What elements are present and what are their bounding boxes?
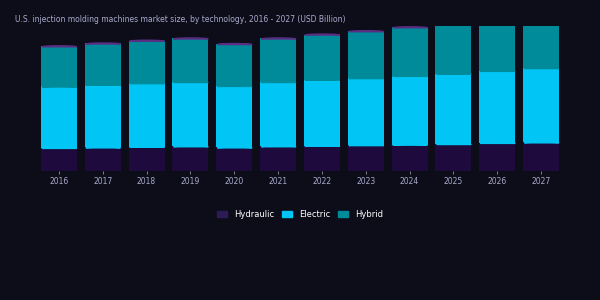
Bar <box>216 44 252 86</box>
Bar <box>128 83 164 147</box>
Bar <box>85 147 121 171</box>
Bar <box>348 145 384 171</box>
Bar <box>392 27 428 76</box>
Bar <box>304 34 340 80</box>
Bar <box>216 147 252 171</box>
Bar <box>128 41 164 83</box>
Bar <box>436 74 472 144</box>
Bar <box>304 146 340 171</box>
Bar <box>436 144 472 171</box>
Bar <box>41 86 77 148</box>
Bar <box>260 82 296 146</box>
Bar <box>523 13 559 68</box>
Bar <box>41 148 77 171</box>
Bar <box>479 71 515 143</box>
Bar <box>128 147 164 171</box>
Bar <box>41 46 77 86</box>
Bar <box>260 38 296 82</box>
Bar <box>172 82 208 146</box>
Bar <box>216 86 252 147</box>
Bar <box>85 44 121 85</box>
Bar <box>260 146 296 171</box>
Bar <box>172 146 208 171</box>
Bar <box>85 85 121 147</box>
Text: U.S. injection molding machines market size, by technology, 2016 - 2027 (USD Bil: U.S. injection molding machines market s… <box>15 15 346 24</box>
Bar <box>304 80 340 146</box>
Bar <box>348 31 384 78</box>
Bar <box>392 76 428 145</box>
Bar <box>479 18 515 71</box>
Legend: Hydraulic, Electric, Hybrid: Hydraulic, Electric, Hybrid <box>214 207 386 222</box>
Bar <box>523 142 559 171</box>
Bar <box>392 145 428 171</box>
Bar <box>479 143 515 171</box>
Bar <box>348 78 384 145</box>
Bar <box>172 38 208 82</box>
Bar <box>436 23 472 74</box>
Bar <box>523 68 559 142</box>
